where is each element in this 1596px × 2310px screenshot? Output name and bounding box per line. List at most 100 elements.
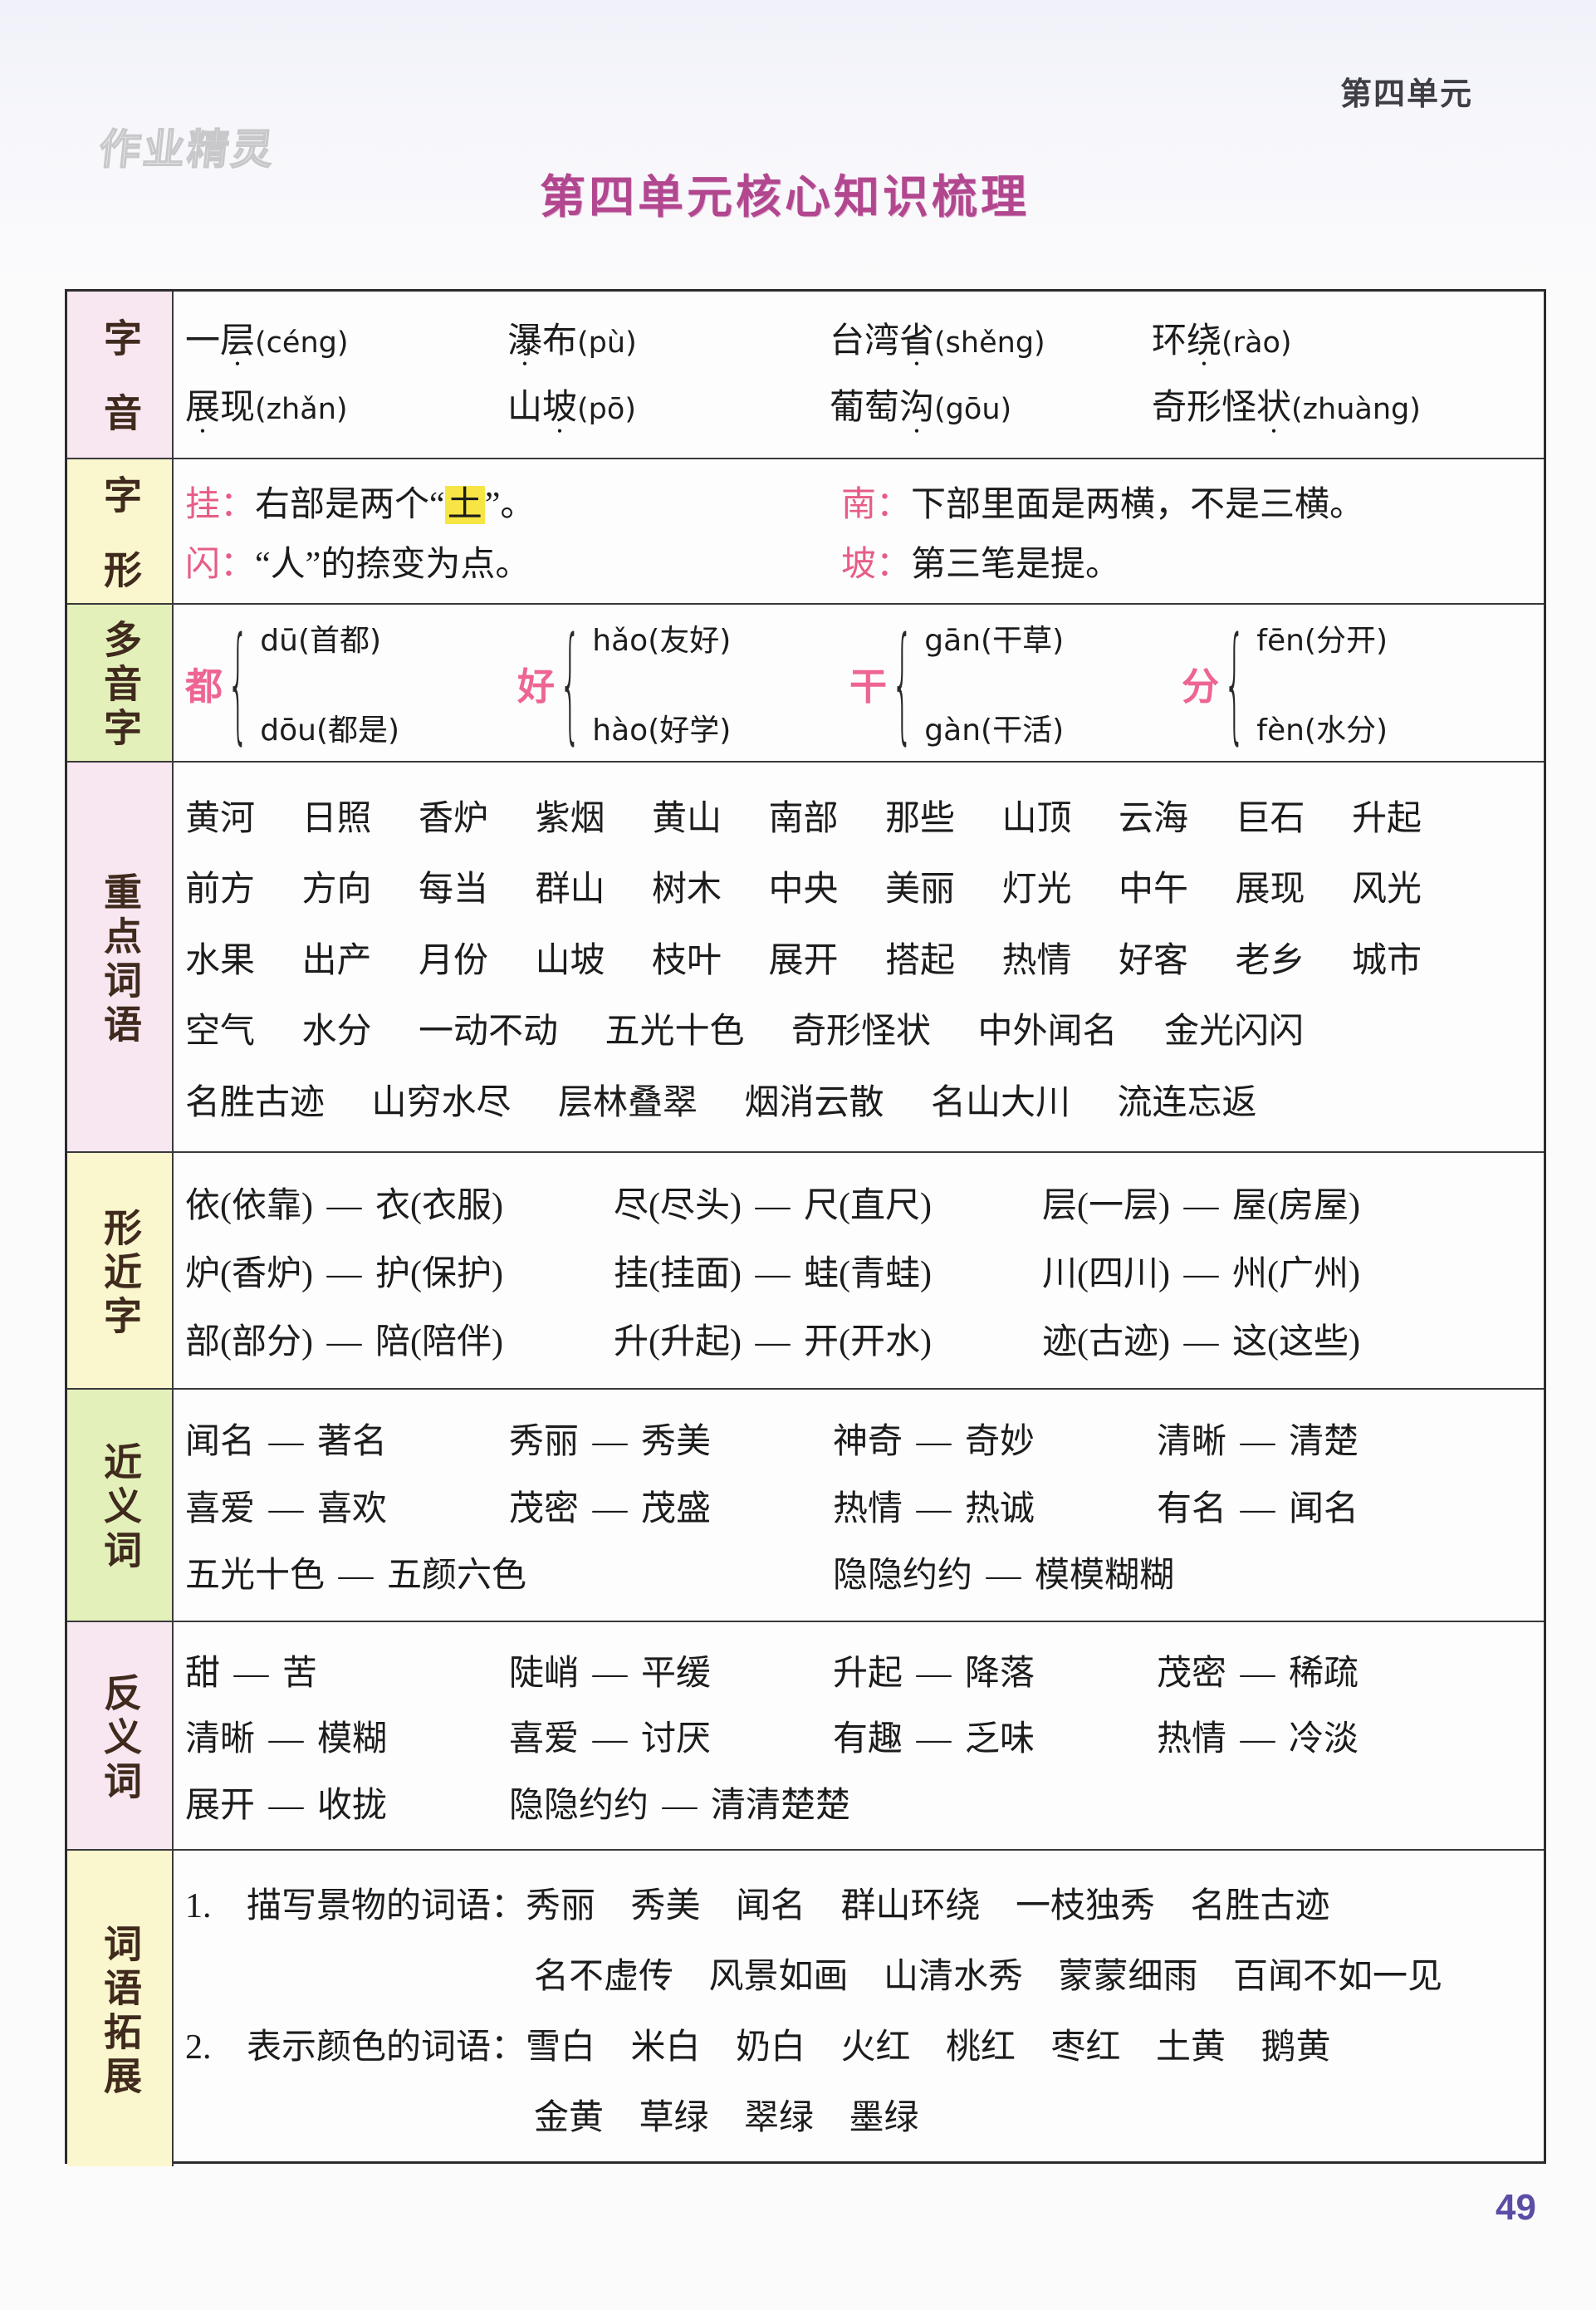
reading-bottom: hào(好学) bbox=[592, 714, 732, 748]
pair-cell: 有趣 — 乏味 bbox=[833, 1720, 1035, 1758]
polyphonic-group: 干{gān(干草) gàn(干活) bbox=[849, 616, 1182, 749]
left-brace: { bbox=[559, 608, 581, 758]
pinyin-text: (pō) bbox=[577, 392, 636, 426]
pair-cell: 尽(尽头) — 尺(直尺) bbox=[614, 1187, 932, 1225]
row-content: 甜 — 苦 陡峭 — 平缓 升起 — 降落 茂密 — 稀疏 清晰 — 模糊 喜爱… bbox=[174, 1622, 1544, 1849]
accent-char: 南： bbox=[841, 485, 912, 524]
reading-bottom: gàn(干活) bbox=[924, 714, 1065, 748]
dotted-char: 沟 bbox=[899, 385, 934, 432]
pair-cell: 部(部分) — 陪(陪伴) bbox=[185, 1323, 503, 1361]
pair-line: 依(依靠) — 衣(衣服) 尽(尽头) — 尺(直尺) 层(一层) — 屋(房屋… bbox=[185, 1177, 1530, 1228]
row-label-zhongdian: 重点词语 bbox=[67, 763, 174, 1151]
pinyin-text: (zhǎn) bbox=[255, 392, 348, 426]
pair-cell: 闻名 — 著名 bbox=[185, 1422, 388, 1461]
row-label-duoyinzi: 多音字 bbox=[67, 605, 174, 761]
pair-cell: 挂(挂面) — 蛙(青蛙) bbox=[614, 1255, 932, 1293]
glyph-note-line: 闪：“人”的捺变为点。 坡：第三笔是提。 bbox=[185, 536, 1530, 586]
row-label-fanyici: 反义词 bbox=[67, 1622, 174, 1849]
row-content: 挂：右部是两个“土”。 南：下部里面是两横，不是三横。 闪：“人”的捺变为点。 … bbox=[174, 459, 1544, 603]
pinyin-text: (céng) bbox=[255, 326, 349, 360]
polyphonic-char: 分 bbox=[1182, 665, 1220, 708]
pair-cell: 隐隐约约 — 模模糊糊 bbox=[833, 1557, 1175, 1596]
word-line: 前方 方向 每当 群山 树木 中央 美丽 灯光 中午 展现 风光 bbox=[185, 871, 1422, 909]
dotted-char: 省 bbox=[899, 318, 934, 365]
pinyin-item: 台湾省(shěng) bbox=[830, 318, 1152, 365]
note-text: 右部是两个“ bbox=[255, 485, 445, 524]
glyph-note: 闪：“人”的捺变为点。 bbox=[185, 536, 841, 586]
reading-bottom: dōu(都是) bbox=[260, 714, 400, 748]
highlighted-char: 土 bbox=[444, 485, 485, 524]
pair-line: 部(部分) — 陪(陪伴) 升(升起) — 开(开水) 迹(古迹) — 这(这些… bbox=[185, 1313, 1530, 1364]
item-text: 葡萄 bbox=[830, 388, 900, 427]
row-label-ziyin: 字音 bbox=[67, 292, 174, 468]
reading-top: gān(干草) bbox=[924, 624, 1065, 658]
item-text: 布 bbox=[542, 321, 578, 360]
pair-cell: 有名 — 闻名 bbox=[1157, 1489, 1359, 1528]
row-label-text: 近义词 bbox=[99, 1442, 141, 1574]
pair-line: 清晰 — 模糊 喜爱 — 讨厌 有趣 — 乏味 热情 — 冷淡 bbox=[185, 1710, 1530, 1761]
accent-char: 坡： bbox=[841, 546, 912, 585]
pair-cell: 甜 — 苦 bbox=[185, 1654, 318, 1693]
word-line: 2. 表示颜色的词语：雪白 米白 奶白 火红 桃红 枣红 土黄 鹅黄 bbox=[185, 2028, 1331, 2067]
row-label-text: 多音字 bbox=[99, 620, 141, 752]
pinyin-text: (zhuàng) bbox=[1291, 392, 1421, 426]
row-content: 一层(céng) 瀑布(pù) 台湾省(shěng) 环绕(rào) 展现(zh… bbox=[174, 292, 1544, 458]
reading-top: dū(首都) bbox=[260, 624, 382, 658]
row-jinyici: 近义词 闻名 — 著名 秀丽 — 秀美 神奇 — 奇妙 清晰 — 清楚 喜爱 —… bbox=[67, 1390, 1544, 1622]
readings: gān(干草) gàn(干活) bbox=[924, 616, 1064, 749]
accent-char: 挂： bbox=[185, 485, 256, 524]
row-content: 黄河 日照 香炉 紫烟 黄山 南部 那些 山顶 云海 巨石 升起 前方 方向 每… bbox=[174, 763, 1544, 1151]
item-text: 山 bbox=[507, 388, 543, 427]
dotted-char: 状 bbox=[1256, 385, 1291, 432]
pinyin-line: 展现(zhǎn) 山坡(pō) 葡萄沟(gōu) 奇形怪状(zhuàng) bbox=[185, 385, 1530, 432]
glyph-note: 南：下部里面是两横，不是三横。 bbox=[841, 476, 1364, 527]
glyph-note: 挂：右部是两个“土”。 bbox=[185, 476, 841, 527]
row-zhongdian: 重点词语 黄河 日照 香炉 紫烟 黄山 南部 那些 山顶 云海 巨石 升起 前方… bbox=[67, 763, 1544, 1153]
pair-cell: 隐隐约约 — 清清楚楚 bbox=[509, 1786, 851, 1825]
pinyin-item: 一层(céng) bbox=[185, 318, 507, 365]
pair-line: 五光十色 — 五颜六色 隐隐约约 — 模模糊糊 bbox=[185, 1547, 1530, 1597]
pinyin-item: 瀑布(pù) bbox=[507, 318, 830, 365]
accent-char: 闪： bbox=[185, 546, 256, 585]
dotted-char: 层 bbox=[220, 318, 255, 365]
pair-cell: 展开 — 收拢 bbox=[185, 1786, 388, 1825]
item-text: 一 bbox=[185, 321, 221, 360]
pinyin-item: 山坡(pō) bbox=[507, 385, 830, 432]
left-brace: { bbox=[1223, 608, 1246, 758]
pair-cell: 热情 — 冷淡 bbox=[1157, 1720, 1359, 1758]
pinyin-line: 一层(céng) 瀑布(pù) 台湾省(shěng) 环绕(rào) bbox=[185, 318, 1530, 365]
readings: dū(首都) dōu(都是) bbox=[260, 616, 399, 749]
row-content: 闻名 — 著名 秀丽 — 秀美 神奇 — 奇妙 清晰 — 清楚 喜爱 — 喜欢 … bbox=[174, 1390, 1544, 1621]
row-ziyin: 字音 一层(céng) 瀑布(pù) 台湾省(shěng) 环绕(rào) 展现… bbox=[67, 292, 1544, 468]
reading-top: hǎo(友好) bbox=[592, 624, 732, 658]
pinyin-item: 环绕(rào) bbox=[1152, 318, 1474, 365]
pair-cell: 秀丽 — 秀美 bbox=[509, 1422, 712, 1461]
row-label-text: 形近字 bbox=[99, 1207, 141, 1340]
row-zixing: 字形 挂：右部是两个“土”。 南：下部里面是两横，不是三横。 闪：“人”的捺变为… bbox=[67, 459, 1544, 625]
pair-cell: 五光十色 — 五颜六色 bbox=[185, 1557, 527, 1596]
row-tuozhan: 词语拓展 1. 描写景物的词语：秀丽 秀美 闻名 群山环绕 一枝独秀 名胜古迹 … bbox=[67, 1851, 1544, 2166]
pinyin-item: 展现(zhǎn) bbox=[185, 385, 507, 432]
note-text: 第三笔是提。 bbox=[911, 546, 1121, 585]
left-brace: { bbox=[227, 608, 249, 758]
row-label-jinyici: 近义词 bbox=[67, 1390, 174, 1621]
note-text: 下部里面是两横，不是三横。 bbox=[911, 485, 1365, 524]
glyph-note-line: 挂：右部是两个“土”。 南：下部里面是两横，不是三横。 bbox=[185, 476, 1530, 527]
knowledge-table: 字音 一层(céng) 瀑布(pù) 台湾省(shěng) 环绕(rào) 展现… bbox=[65, 289, 1546, 2166]
pair-cell: 喜爱 — 喜欢 bbox=[185, 1489, 388, 1528]
pair-cell: 层(一层) — 屋(房屋) bbox=[1042, 1187, 1360, 1225]
reading-bottom: fèn(水分) bbox=[1256, 714, 1388, 748]
pair-cell: 茂密 — 稀疏 bbox=[1157, 1654, 1359, 1693]
pair-line: 炉(香炉) — 护(保护) 挂(挂面) — 蛙(青蛙) 川(四川) — 州(广州… bbox=[185, 1245, 1530, 1296]
pair-cell: 清晰 — 模糊 bbox=[185, 1720, 388, 1758]
dotted-char: 展 bbox=[185, 385, 220, 432]
row-content: 依(依靠) — 衣(衣服) 尽(尽头) — 尺(直尺) 层(一层) — 屋(房屋… bbox=[174, 1153, 1544, 1388]
readings: fēn(分开) fèn(水分) bbox=[1256, 616, 1388, 749]
polyphonic-char: 都 bbox=[185, 665, 223, 708]
polyphonic-group: 好{hǎo(友好) hào(好学) bbox=[517, 616, 849, 749]
word-line: 金黄 草绿 翠绿 墨绿 bbox=[534, 2099, 919, 2137]
word-line: 名胜古迹 山穷水尽 层林叠翠 烟消云散 名山大川 流连忘返 bbox=[185, 1083, 1257, 1122]
left-brace: { bbox=[891, 608, 913, 758]
pair-cell: 神奇 — 奇妙 bbox=[833, 1422, 1035, 1461]
row-fanyici: 反义词 甜 — 苦 陡峭 — 平缓 升起 — 降落 茂密 — 稀疏 清晰 — 模… bbox=[67, 1622, 1544, 1851]
